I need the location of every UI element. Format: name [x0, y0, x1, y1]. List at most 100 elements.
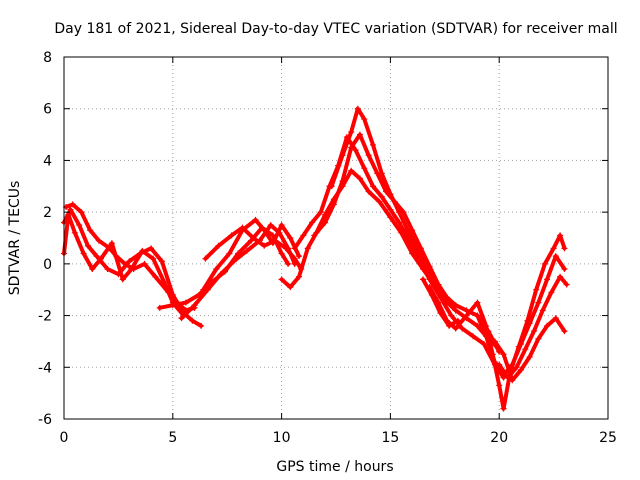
data-point: [387, 214, 394, 221]
data-point: [356, 175, 363, 182]
data-point: [369, 183, 376, 190]
x-axis-label: GPS time / hours: [276, 459, 393, 475]
data-point: [287, 284, 294, 291]
data-point: [348, 144, 355, 151]
data-point: [509, 377, 516, 384]
data-point: [282, 245, 289, 252]
data-point: [87, 227, 94, 234]
data-point: [526, 353, 533, 360]
data-point: [311, 232, 318, 239]
data-point: [550, 245, 557, 252]
data-point: [191, 302, 198, 309]
y-tick-label: 6: [43, 102, 52, 118]
y-tick-label: 8: [43, 50, 52, 66]
data-point: [339, 178, 346, 185]
data-point: [378, 193, 385, 200]
data-point: [67, 206, 74, 213]
data-point: [435, 281, 442, 288]
data-point: [80, 250, 87, 257]
data-series: [61, 105, 570, 412]
data-point: [300, 232, 307, 239]
data-point: [474, 299, 481, 306]
data-point: [535, 335, 542, 342]
data-point: [552, 253, 559, 260]
series-track-6: [201, 217, 301, 292]
data-point: [369, 141, 376, 148]
data-point: [304, 245, 311, 252]
data-point: [454, 317, 461, 324]
plot-frame: [63, 56, 609, 420]
data-point: [226, 250, 233, 257]
y-tick-label: -6: [38, 412, 52, 428]
series-track-12: [427, 233, 567, 411]
data-point: [141, 260, 148, 267]
data-point: [557, 273, 564, 280]
series-track-15: [497, 274, 569, 380]
data-point: [428, 291, 435, 298]
data-point: [513, 364, 520, 371]
data-point: [278, 222, 285, 229]
x-tick-label: 25: [599, 430, 617, 446]
data-point: [65, 211, 72, 218]
data-point: [561, 328, 568, 335]
data-point: [452, 325, 459, 332]
data-point: [437, 294, 444, 301]
data-point: [152, 273, 159, 280]
data-point: [121, 260, 128, 267]
data-point: [200, 286, 207, 293]
data-point: [522, 346, 529, 353]
data-point: [189, 317, 196, 324]
data-point: [161, 278, 168, 285]
data-point: [365, 188, 372, 195]
data-point: [531, 328, 538, 335]
data-point: [496, 382, 503, 389]
data-point: [387, 191, 394, 198]
data-point: [150, 255, 157, 262]
x-axis-ticks: 0 5 10 15 20 25: [60, 57, 617, 446]
data-point: [539, 307, 546, 314]
data-point: [215, 242, 222, 249]
data-point: [452, 307, 459, 314]
data-point: [365, 152, 372, 159]
data-point: [156, 304, 163, 311]
data-point: [552, 315, 559, 322]
data-point: [535, 299, 542, 306]
data-point: [548, 289, 555, 296]
data-point: [541, 260, 548, 267]
data-point: [561, 245, 568, 252]
data-point: [296, 253, 303, 260]
data-point: [376, 198, 383, 205]
data-point: [348, 167, 355, 174]
data-point: [202, 255, 209, 262]
series-track-9: [292, 135, 506, 380]
data-point: [250, 235, 257, 241]
data-point: [396, 219, 403, 226]
y-axis-ticks: -6 -4 -2 0 2 4 6 8: [38, 50, 608, 428]
data-point: [317, 209, 324, 216]
data-point: [533, 286, 540, 293]
data-point: [69, 201, 76, 208]
data-point: [354, 105, 361, 112]
data-point: [448, 312, 455, 319]
data-point: [309, 219, 316, 226]
data-point: [517, 341, 524, 348]
data-point: [544, 322, 551, 329]
data-point: [474, 312, 481, 319]
data-point: [178, 315, 185, 322]
series-track-11: [329, 106, 458, 313]
x-tick-label: 20: [490, 430, 508, 446]
data-point: [296, 273, 303, 280]
data-point: [287, 235, 294, 241]
data-point: [415, 247, 422, 254]
data-point: [480, 341, 487, 348]
y-tick-label: 0: [43, 257, 52, 273]
data-point: [158, 258, 165, 265]
data-point: [563, 281, 570, 288]
data-point: [561, 266, 568, 273]
data-point: [291, 245, 298, 252]
data-point: [89, 266, 96, 273]
data-point: [278, 276, 285, 283]
data-point: [328, 183, 335, 190]
data-point: [463, 312, 470, 319]
data-point: [272, 237, 279, 244]
